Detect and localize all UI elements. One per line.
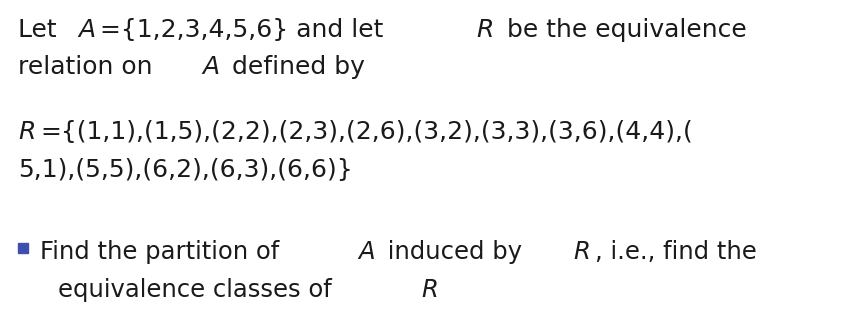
Text: induced by: induced by [380, 240, 530, 264]
Text: A: A [359, 240, 375, 264]
Text: A: A [78, 18, 95, 42]
Text: R: R [18, 120, 35, 144]
Text: ={1,2,3,4,5,6} and let: ={1,2,3,4,5,6} and let [100, 18, 391, 42]
Text: R: R [476, 18, 493, 42]
Text: defined by: defined by [224, 55, 365, 79]
Text: be the equivalence: be the equivalence [498, 18, 746, 42]
Text: , i.e., find the: , i.e., find the [595, 240, 757, 264]
Text: Let: Let [18, 18, 64, 42]
Text: R: R [421, 278, 438, 302]
Text: R: R [573, 240, 590, 264]
Text: relation on: relation on [18, 55, 160, 79]
Text: 5,1),(5,5),(6,2),(6,3),(6,6)}: 5,1),(5,5),(6,2),(6,3),(6,6)} [18, 158, 353, 182]
Text: A: A [202, 55, 219, 79]
Text: ={(1,1),(1,5),(2,2),(2,3),(2,6),(3,2),(3,3),(3,6),(4,4),(: ={(1,1),(1,5),(2,2),(2,3),(2,6),(3,2),(3… [40, 120, 693, 144]
Text: equivalence classes of: equivalence classes of [58, 278, 340, 302]
Text: Find the partition of: Find the partition of [40, 240, 287, 264]
Bar [18, 243, 28, 253]
